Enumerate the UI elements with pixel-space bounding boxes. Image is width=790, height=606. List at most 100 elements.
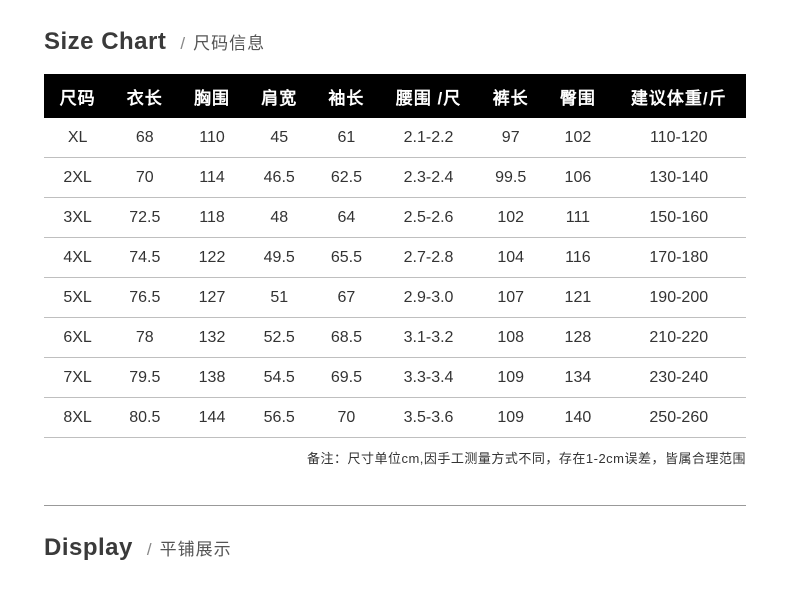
table-cell: 140 [544,398,611,438]
table-row: 6XL7813252.568.53.1-3.2108128210-220 [44,318,746,358]
th-length: 衣长 [111,74,178,118]
th-shoulder: 肩宽 [246,74,313,118]
table-cell: 2.7-2.8 [380,238,477,278]
table-cell: 150-160 [612,198,747,238]
table-cell: 49.5 [246,238,313,278]
table-cell: 121 [544,278,611,318]
table-cell: 67 [313,278,380,318]
th-chest: 胸围 [178,74,245,118]
table-row: 4XL74.512249.565.52.7-2.8104116170-180 [44,238,746,278]
table-cell: 138 [178,358,245,398]
table-cell: 80.5 [111,398,178,438]
title-slash: / [180,34,185,54]
table-cell: 104 [477,238,544,278]
title-chinese: 平铺展示 [160,535,232,560]
table-cell: 8XL [44,398,111,438]
table-cell: 107 [477,278,544,318]
table-cell: 56.5 [246,398,313,438]
table-cell: 2.1-2.2 [380,118,477,158]
th-sleeve: 袖长 [313,74,380,118]
table-cell: 106 [544,158,611,198]
table-cell: 6XL [44,318,111,358]
table-cell: 3.5-3.6 [380,398,477,438]
table-cell: 79.5 [111,358,178,398]
table-row: 5XL76.512751672.9-3.0107121190-200 [44,278,746,318]
table-body: XL6811045612.1-2.297102110-1202XL7011446… [44,118,746,438]
table-cell: 116 [544,238,611,278]
table-cell: 190-200 [612,278,747,318]
table-cell: 134 [544,358,611,398]
display-header: Display / 平铺展示 [0,506,790,580]
th-size: 尺码 [44,74,111,118]
table-cell: 45 [246,118,313,158]
table-cell: 130-140 [612,158,747,198]
table-cell: 122 [178,238,245,278]
table-cell: 250-260 [612,398,747,438]
table-row: 2XL7011446.562.52.3-2.499.5106130-140 [44,158,746,198]
table-cell: 3XL [44,198,111,238]
table-cell: 102 [544,118,611,158]
table-cell: 108 [477,318,544,358]
table-cell: 74.5 [111,238,178,278]
th-hip: 臀围 [544,74,611,118]
table-cell: 5XL [44,278,111,318]
table-cell: 109 [477,398,544,438]
size-table-wrap: 尺码 衣长 胸围 肩宽 袖长 腰围 /尺 裤长 臀围 建议体重/斤 XL6811… [0,74,790,438]
table-cell: XL [44,118,111,158]
table-cell: 97 [477,118,544,158]
table-cell: 7XL [44,358,111,398]
table-row: 8XL80.514456.5703.5-3.6109140250-260 [44,398,746,438]
table-row: XL6811045612.1-2.297102110-120 [44,118,746,158]
table-cell: 110-120 [612,118,747,158]
table-cell: 99.5 [477,158,544,198]
table-cell: 128 [544,318,611,358]
table-cell: 2XL [44,158,111,198]
table-cell: 61 [313,118,380,158]
table-cell: 110 [178,118,245,158]
table-cell: 132 [178,318,245,358]
table-cell: 62.5 [313,158,380,198]
table-header-row: 尺码 衣长 胸围 肩宽 袖长 腰围 /尺 裤长 臀围 建议体重/斤 [44,74,746,118]
table-cell: 52.5 [246,318,313,358]
title-english: Display [44,534,133,562]
title-chinese: 尺码信息 [193,29,265,54]
table-cell: 4XL [44,238,111,278]
table-cell: 68.5 [313,318,380,358]
table-cell: 69.5 [313,358,380,398]
size-table: 尺码 衣长 胸围 肩宽 袖长 腰围 /尺 裤长 臀围 建议体重/斤 XL6811… [44,74,746,438]
footnote: 备注：尺寸单位cm,因手工测量方式不同，存在1-2cm误差，皆属合理范围 [0,438,790,467]
th-weight: 建议体重/斤 [612,74,747,118]
table-cell: 2.5-2.6 [380,198,477,238]
table-cell: 51 [246,278,313,318]
table-cell: 2.3-2.4 [380,158,477,198]
table-cell: 109 [477,358,544,398]
table-cell: 230-240 [612,358,747,398]
table-cell: 46.5 [246,158,313,198]
table-cell: 78 [111,318,178,358]
table-cell: 114 [178,158,245,198]
table-cell: 3.1-3.2 [380,318,477,358]
table-cell: 72.5 [111,198,178,238]
table-cell: 70 [111,158,178,198]
table-cell: 210-220 [612,318,747,358]
size-chart-header: Size Chart / 尺码信息 [0,0,790,74]
table-cell: 76.5 [111,278,178,318]
table-cell: 48 [246,198,313,238]
table-cell: 2.9-3.0 [380,278,477,318]
table-cell: 144 [178,398,245,438]
title-slash: / [147,540,152,560]
table-cell: 54.5 [246,358,313,398]
table-cell: 111 [544,198,611,238]
table-cell: 64 [313,198,380,238]
table-cell: 127 [178,278,245,318]
table-cell: 68 [111,118,178,158]
table-cell: 170-180 [612,238,747,278]
table-cell: 118 [178,198,245,238]
th-waist: 腰围 /尺 [380,74,477,118]
table-cell: 65.5 [313,238,380,278]
table-cell: 70 [313,398,380,438]
table-cell: 3.3-3.4 [380,358,477,398]
table-cell: 102 [477,198,544,238]
th-pants: 裤长 [477,74,544,118]
table-row: 3XL72.511848642.5-2.6102111150-160 [44,198,746,238]
